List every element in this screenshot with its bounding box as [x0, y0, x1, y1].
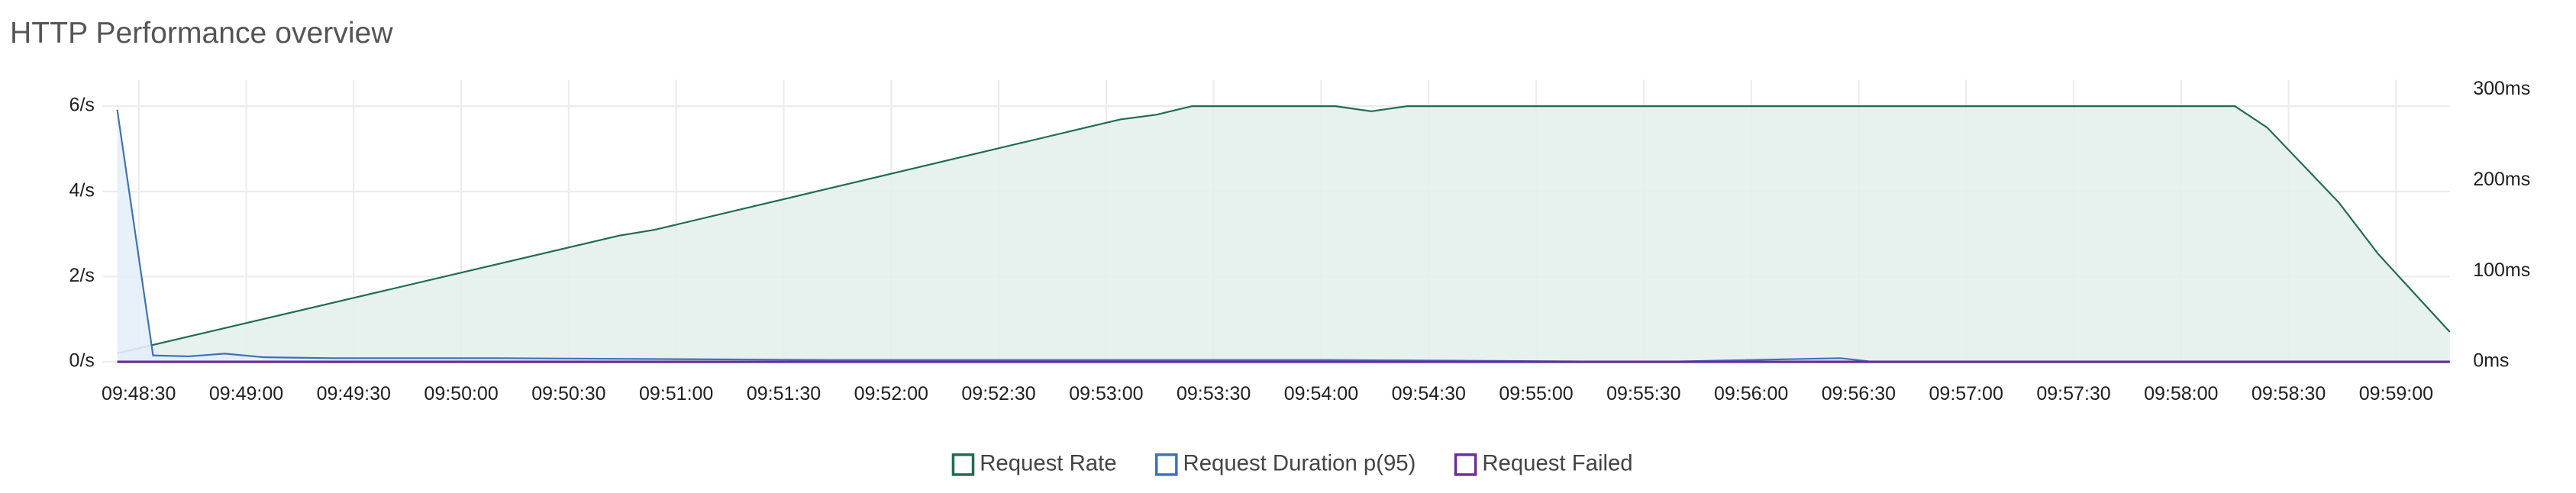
- x-tick-label: 09:53:30: [1177, 383, 1251, 404]
- x-tick-label: 09:50:00: [424, 383, 498, 404]
- y2-tick-label: 200ms: [2473, 169, 2530, 190]
- area: [117, 106, 2450, 362]
- x-tick-label: 09:57:00: [1929, 383, 2003, 404]
- x-tick-label: 09:48:30: [102, 383, 176, 404]
- x-tick-label: 09:58:00: [2144, 383, 2218, 404]
- x-tick-label: 09:57:30: [2036, 383, 2110, 404]
- x-tick-label: 09:52:00: [854, 383, 928, 404]
- y-tick-label: 4/s: [69, 179, 95, 201]
- x-tick-label: 09:49:00: [209, 383, 283, 404]
- legend-swatch: [1155, 453, 1178, 476]
- x-tick-label: 09:54:30: [1392, 383, 1466, 404]
- line: [117, 105, 2451, 354]
- x-tick-label: 09:55:00: [1499, 383, 1573, 404]
- legend-swatch: [1454, 453, 1477, 476]
- x-tick-label: 09:54:00: [1284, 383, 1358, 404]
- x-tick-label: 09:58:30: [2252, 383, 2326, 404]
- x-tick-label: 09:51:00: [639, 383, 713, 404]
- legend-swatch: [951, 453, 975, 476]
- x-tick-label: 09:53:00: [1069, 383, 1143, 404]
- y2-tick-label: 300ms: [2473, 78, 2530, 99]
- x-tick-label: 09:51:30: [747, 383, 821, 404]
- x-tick-label: 09:50:30: [531, 383, 605, 404]
- x-tick-label: 09:55:30: [1606, 383, 1680, 404]
- x-tick-label: 09:59:00: [2359, 383, 2433, 404]
- y2-tick-label: 100ms: [2473, 259, 2530, 281]
- line: [116, 109, 2450, 363]
- x-tick-label: 09:56:30: [1822, 383, 1896, 404]
- y-tick-label: 6/s: [69, 95, 95, 116]
- legend-label: Request Failed: [1482, 451, 1632, 476]
- x-tick-label: 09:49:30: [317, 383, 391, 404]
- legend-label: Request Duration p(95): [1183, 451, 1416, 476]
- y-tick-label: 2/s: [69, 265, 95, 286]
- y2-tick-label: 0ms: [2473, 350, 2509, 372]
- y-tick-label: 0/s: [69, 350, 95, 372]
- x-tick-label: 09:52:30: [961, 383, 1035, 404]
- x-tick-label: 09:56:00: [1714, 383, 1788, 404]
- chart-title: HTTP Performance overview: [10, 17, 393, 50]
- legend-label: Request Rate: [980, 451, 1116, 476]
